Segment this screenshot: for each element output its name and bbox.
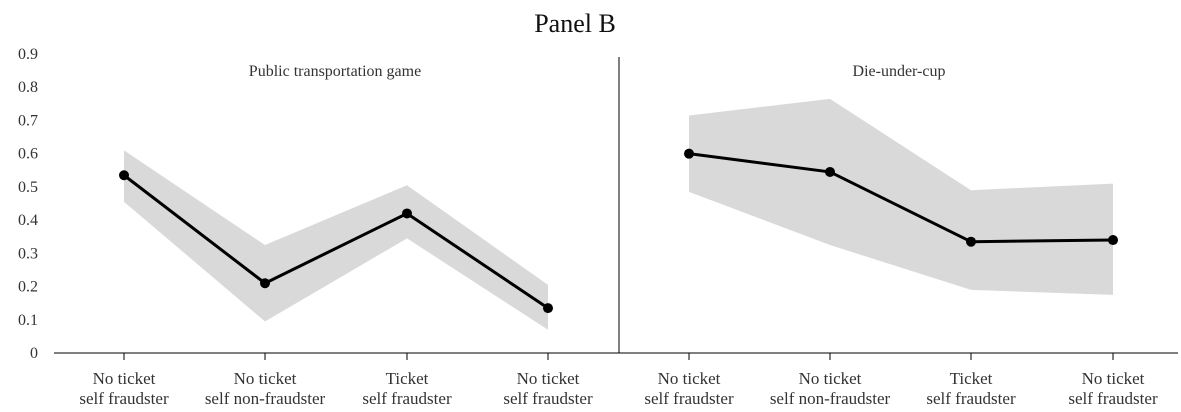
chart-title: Panel B — [534, 9, 616, 38]
confidence-band — [124, 150, 548, 329]
panel-label: Die-under-cup — [853, 63, 946, 80]
x-category-label: No ticket — [799, 369, 862, 388]
data-point — [825, 167, 835, 177]
y-tick-label: 0.7 — [18, 112, 38, 129]
y-tick-label: 0.1 — [18, 312, 38, 329]
data-point — [260, 278, 270, 288]
x-category-label: Ticket — [386, 369, 429, 388]
x-category-label: No ticket — [234, 369, 297, 388]
x-category-label: No ticket — [93, 369, 156, 388]
x-category-label: No ticket — [1082, 369, 1145, 388]
x-category-label: self fraudster — [362, 389, 452, 408]
data-point — [402, 208, 412, 218]
x-category-label: Ticket — [950, 369, 993, 388]
y-tick-label: 0.9 — [18, 46, 38, 63]
data-point — [1108, 235, 1118, 245]
confidence-band — [689, 99, 1113, 295]
x-category-label: self fraudster — [926, 389, 1016, 408]
panel-label: Public transportation game — [249, 63, 421, 80]
x-category-label: No ticket — [658, 369, 721, 388]
data-point — [966, 237, 976, 247]
y-axis: 0 0.1 0.2 0.3 0.4 0.5 0.6 0.7 0.8 0.9 — [18, 46, 38, 362]
data-point — [543, 303, 553, 313]
data-point — [119, 170, 129, 180]
y-tick-label: 0.4 — [18, 212, 38, 229]
x-category-label: self non-fraudster — [205, 389, 326, 408]
data-point — [684, 149, 694, 159]
x-category-label: self fraudster — [644, 389, 734, 408]
y-tick-label: 0.2 — [18, 279, 38, 296]
panel-labels: Public transportation game Die-under-cup — [249, 63, 946, 80]
y-tick-label: 0.3 — [18, 245, 38, 262]
y-tick-label: 0.8 — [18, 79, 38, 96]
x-category-label: self fraudster — [503, 389, 593, 408]
x-category-label: No ticket — [517, 369, 580, 388]
x-category-label: self non-fraudster — [770, 389, 891, 408]
y-tick-label: 0.5 — [18, 179, 38, 196]
y-tick-label: 0 — [30, 345, 38, 362]
y-tick-label: 0.6 — [18, 146, 38, 163]
x-category-label: self fraudster — [1068, 389, 1158, 408]
x-category-label: self fraudster — [79, 389, 169, 408]
